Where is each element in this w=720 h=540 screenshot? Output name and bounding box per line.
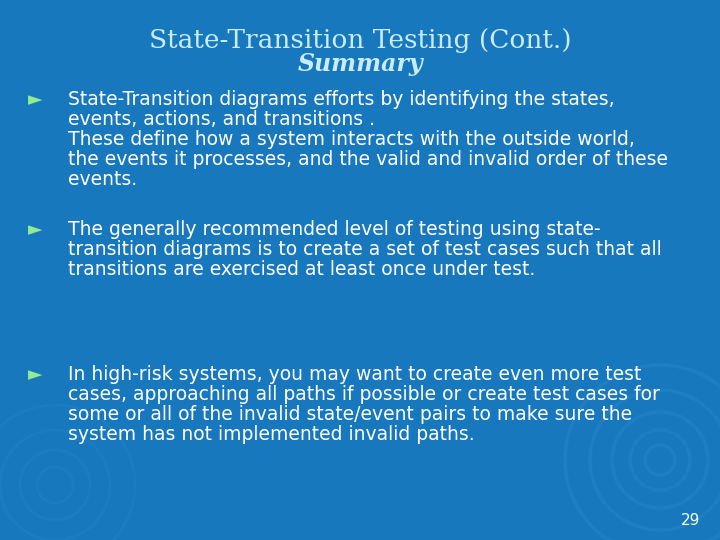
Text: ►: ► <box>28 90 42 109</box>
Text: State-Transition Testing (Cont.): State-Transition Testing (Cont.) <box>149 28 571 53</box>
Text: events, actions, and transitions .: events, actions, and transitions . <box>68 110 375 129</box>
Text: transition diagrams is to create a set of test cases such that all: transition diagrams is to create a set o… <box>68 240 662 259</box>
Text: cases, approaching all paths if possible or create test cases for: cases, approaching all paths if possible… <box>68 385 660 404</box>
Text: In high-risk systems, you may want to create even more test: In high-risk systems, you may want to cr… <box>68 365 642 384</box>
Text: These define how a system interacts with the outside world,: These define how a system interacts with… <box>68 130 635 149</box>
Text: ►: ► <box>28 365 42 384</box>
Text: Summary: Summary <box>297 52 423 76</box>
Text: State-Transition diagrams efforts by identifying the states,: State-Transition diagrams efforts by ide… <box>68 90 615 109</box>
Text: The generally recommended level of testing using state-: The generally recommended level of testi… <box>68 220 600 239</box>
Text: system has not implemented invalid paths.: system has not implemented invalid paths… <box>68 425 474 444</box>
Text: 29: 29 <box>680 513 700 528</box>
Text: transitions are exercised at least once under test.: transitions are exercised at least once … <box>68 260 535 279</box>
Text: the events it processes, and the valid and invalid order of these: the events it processes, and the valid a… <box>68 150 668 169</box>
Text: events.: events. <box>68 170 137 189</box>
Text: some or all of the invalid state/event pairs to make sure the: some or all of the invalid state/event p… <box>68 405 632 424</box>
Text: ►: ► <box>28 220 42 239</box>
